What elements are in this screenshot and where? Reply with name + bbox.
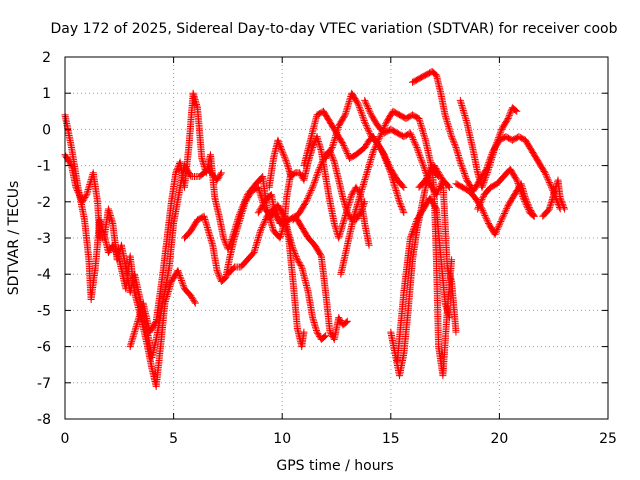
series-track-4 bbox=[181, 183, 330, 343]
series-track-14 bbox=[393, 194, 453, 365]
plus-marks bbox=[387, 162, 460, 380]
plus-marks bbox=[254, 191, 308, 351]
series-track-19 bbox=[474, 165, 538, 220]
y-tick-label: -3 bbox=[37, 231, 51, 247]
plus-marks bbox=[415, 162, 456, 380]
x-tick-label: 5 bbox=[169, 431, 178, 447]
series-track-18 bbox=[456, 96, 521, 191]
series-track-10 bbox=[322, 89, 408, 191]
series-track-15 bbox=[415, 162, 456, 380]
x-tick-label: 10 bbox=[273, 431, 291, 447]
data-marks bbox=[61, 68, 569, 390]
y-axis-label: SDTVAR / TECUs bbox=[6, 181, 22, 296]
chart-title: Day 172 of 2025, Sidereal Day-to-day VTE… bbox=[51, 21, 618, 37]
series-track-20 bbox=[539, 176, 569, 220]
plus-marks bbox=[393, 194, 453, 365]
y-tick-label: -7 bbox=[37, 376, 51, 392]
x-tick-label: 20 bbox=[490, 431, 508, 447]
plus-marks bbox=[456, 96, 521, 191]
axis-ticks: 0 5 10 15 20 25 -8 -7 -6 -5 -4 -3 -2 -1 0 1 2 bbox=[37, 50, 617, 447]
y-tick-label: -1 bbox=[37, 159, 51, 175]
y-tick-label: -8 bbox=[37, 412, 51, 428]
y-tick-label: -2 bbox=[37, 195, 51, 211]
y-tick-label: 2 bbox=[42, 50, 51, 66]
y-tick-label: -4 bbox=[37, 267, 51, 283]
y-tick-label: 0 bbox=[42, 122, 51, 138]
series-track-13 bbox=[387, 162, 460, 380]
x-axis-label: GPS time / hours bbox=[276, 458, 393, 474]
y-tick-label: -5 bbox=[37, 303, 51, 319]
plus-marks bbox=[539, 176, 569, 220]
plus-marks bbox=[452, 180, 538, 238]
x-tick-label: 25 bbox=[599, 431, 617, 447]
y-tick-label: -6 bbox=[37, 340, 51, 356]
plus-marks bbox=[322, 89, 408, 191]
series-track-17 bbox=[452, 180, 538, 238]
x-tick-label: 15 bbox=[382, 431, 400, 447]
y-tick-label: 1 bbox=[42, 86, 51, 102]
plus-marks bbox=[181, 183, 330, 343]
series-track-6 bbox=[254, 191, 308, 351]
series-track-3 bbox=[126, 89, 295, 351]
x-tick-label: 0 bbox=[61, 431, 70, 447]
plus-marks bbox=[126, 89, 295, 351]
plus-marks bbox=[474, 165, 538, 220]
